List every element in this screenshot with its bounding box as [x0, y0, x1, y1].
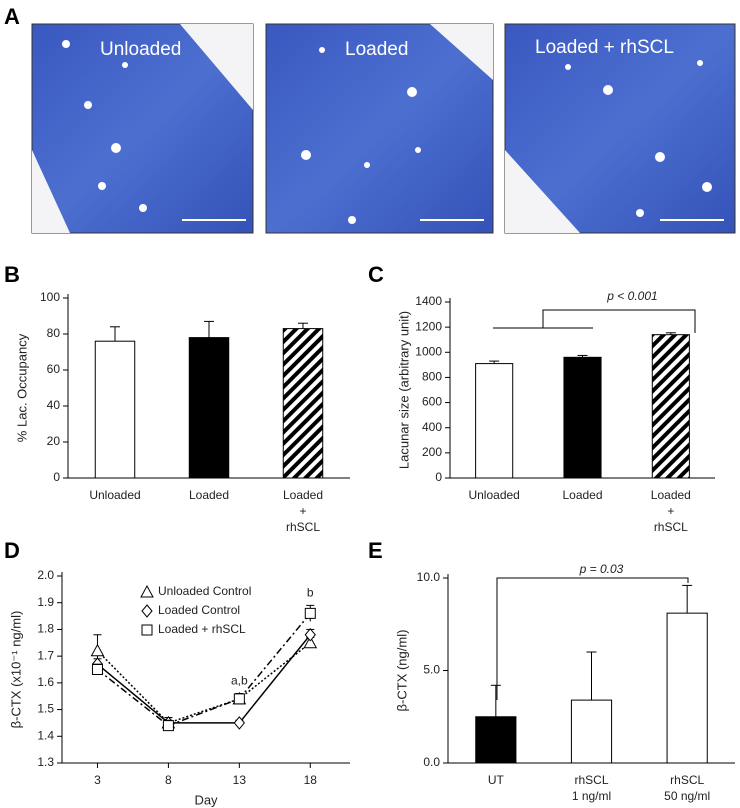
- x-tick-label: Loaded: [189, 488, 229, 502]
- legend-marker: [140, 584, 154, 598]
- y-tick-label: 40: [47, 398, 61, 412]
- x-tick-label: 8: [165, 773, 172, 787]
- y-tick-label: 1400: [415, 294, 442, 308]
- x-tick-label: rhSCL 50 ng/ml: [664, 773, 710, 803]
- y-tick-label: 1000: [415, 344, 442, 358]
- y-tick-label: 400: [422, 420, 442, 434]
- p-value: p = 0.03: [579, 562, 624, 576]
- y-tick-label: 1.8: [37, 622, 54, 636]
- y-tick-label: 0.0: [423, 755, 440, 769]
- bar: [570, 699, 613, 764]
- marker: [91, 664, 103, 675]
- bar: [651, 334, 690, 479]
- x-tick-label: Loaded + rhSCL: [283, 488, 323, 534]
- y-axis-label: Lacunar size (arbitrary unit): [396, 311, 411, 469]
- y-axis-label: β-CTX (ng/ml): [394, 630, 409, 712]
- y-tick-label: 1.9: [37, 595, 54, 609]
- legend-label: Loaded + rhSCL: [158, 622, 246, 636]
- panel-letter: B: [4, 262, 20, 287]
- y-tick-label: 60: [47, 362, 61, 376]
- marker: [90, 643, 105, 657]
- legend-label: Unloaded Control: [158, 584, 251, 598]
- x-tick-label: rhSCL 1 ng/ml: [572, 773, 611, 803]
- bar: [563, 356, 602, 479]
- panel-letter: E: [368, 538, 383, 563]
- x-tick-label: 3: [94, 773, 101, 787]
- panel-letter: A: [4, 4, 20, 29]
- y-tick-label: 1.4: [37, 728, 54, 742]
- x-tick-label: Unloaded: [468, 488, 519, 502]
- y-tick-label: 20: [47, 434, 61, 448]
- micrograph: [31, 23, 736, 234]
- y-tick-label: 1.7: [37, 648, 54, 662]
- y-tick-label: 100: [40, 290, 60, 304]
- y-tick-label: 80: [47, 326, 61, 340]
- y-tick-label: 5.0: [423, 663, 440, 677]
- y-tick-label: 0: [435, 470, 442, 484]
- x-tick-label: Loaded + rhSCL: [651, 488, 691, 534]
- marker: [304, 627, 316, 642]
- y-tick-label: 1200: [415, 319, 442, 333]
- y-axis-label: β-CTX (x10⁻¹ ng/ml): [8, 611, 23, 729]
- y-tick-label: 1.6: [37, 675, 54, 689]
- y-tick-label: 800: [422, 370, 442, 384]
- legend-marker: [141, 604, 153, 618]
- bar: [188, 337, 230, 479]
- annotation: a,b: [231, 674, 248, 688]
- x-tick-label: Loaded: [562, 488, 602, 502]
- x-tick-label: Unloaded: [89, 488, 140, 502]
- x-tick-label: UT: [488, 773, 505, 787]
- significance-bracket: [493, 309, 696, 700]
- annotation: b: [307, 586, 314, 600]
- y-tick-label: 2.0: [37, 568, 54, 582]
- marker: [303, 635, 318, 649]
- bar: [666, 612, 708, 764]
- y-tick-label: 200: [422, 445, 442, 459]
- x-tick-label: 18: [304, 773, 318, 787]
- y-tick-label: 10.0: [417, 570, 441, 584]
- series-line: [96, 634, 311, 724]
- panel-letter: D: [4, 538, 20, 563]
- y-tick-label: 1.3: [37, 755, 54, 769]
- bar: [94, 340, 136, 479]
- marker: [304, 607, 316, 619]
- bar: [475, 363, 514, 479]
- marker: [162, 720, 174, 732]
- marker: [233, 693, 245, 705]
- image-caption: Unloaded: [100, 39, 181, 60]
- legend-label: Loaded Control: [158, 603, 240, 617]
- image-caption: Loaded + rhSCL: [535, 37, 674, 58]
- y-axis-label: % Lac. Occupancy: [14, 333, 29, 442]
- x-axis-label: Day: [194, 792, 218, 807]
- y-tick-label: 600: [422, 395, 442, 409]
- marker: [233, 716, 245, 730]
- legend-marker: [141, 624, 153, 636]
- series-line: [97, 612, 311, 727]
- y-tick-label: 1.5: [37, 702, 54, 716]
- p-value: p < 0.001: [606, 289, 657, 303]
- series-line: [96, 642, 311, 724]
- panel-letter: C: [368, 262, 384, 287]
- x-tick-label: 13: [233, 773, 247, 787]
- y-tick-label: 0: [53, 470, 60, 484]
- bar: [282, 328, 324, 479]
- bar: [475, 716, 517, 764]
- image-caption: Loaded: [345, 39, 408, 60]
